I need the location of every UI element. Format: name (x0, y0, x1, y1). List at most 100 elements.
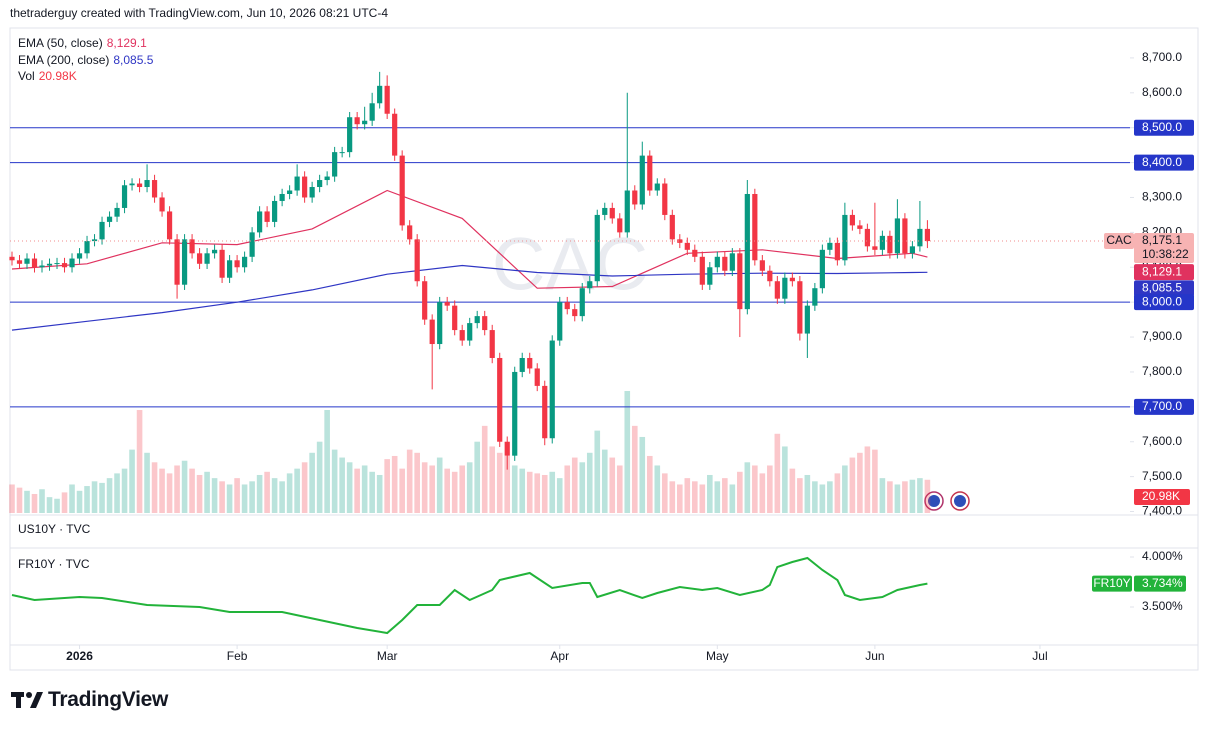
volume-bar (54, 498, 60, 513)
volume-bar (391, 455, 398, 513)
level-tag-label: 8,000.0 (1142, 294, 1182, 308)
candle-body (789, 277, 795, 282)
volume-bar (684, 478, 691, 513)
volume-bar (534, 473, 541, 513)
volume-bar (429, 465, 435, 513)
candle-body (482, 316, 488, 331)
candle-body (489, 330, 495, 358)
volume-bar (354, 468, 360, 513)
candle-body (632, 190, 638, 205)
volume-bar (737, 471, 743, 513)
x-tick-label: Jul (1032, 649, 1047, 663)
volume-bar (504, 455, 511, 513)
volume-bar (384, 459, 390, 513)
candle-body (879, 235, 885, 250)
candle-body (159, 197, 165, 212)
candle-body (692, 249, 698, 257)
volume-bar (31, 493, 38, 513)
candle-body (309, 187, 315, 198)
watermark: CAC (492, 223, 648, 306)
series-tag (1134, 264, 1194, 281)
volume-bar (729, 484, 736, 513)
candle-body (849, 214, 855, 226)
legend-name: EMA (50, close) (18, 36, 103, 50)
volume-bar (864, 446, 871, 513)
volume-bar (46, 497, 53, 513)
candle-body (339, 152, 345, 154)
y-tick-label: 7,500.0 (1142, 469, 1182, 483)
volume-bar (797, 478, 803, 513)
level-tag-label: 8,400.0 (1142, 155, 1182, 169)
volume-bar (234, 478, 240, 513)
level-tag (1134, 294, 1194, 311)
price-tag (1134, 233, 1194, 264)
candle-body (189, 239, 195, 254)
candle-body (84, 241, 90, 254)
candle-body (399, 155, 405, 226)
candle-body (864, 228, 870, 247)
candle-body (714, 256, 720, 268)
y-tick-label: 8,700.0 (1142, 50, 1182, 64)
volume-bar (804, 474, 811, 513)
volume-bar (556, 478, 563, 513)
volume-bar (887, 481, 893, 513)
volume-bar (151, 462, 158, 513)
volume-bar (519, 468, 526, 513)
candle-body (429, 319, 435, 345)
candle-body (707, 267, 713, 285)
volume-bar (106, 478, 113, 513)
volume-bar (406, 449, 413, 513)
volume-bar (316, 441, 323, 513)
candle-body (827, 242, 833, 250)
volume-bar (166, 473, 173, 513)
x-tick-label: Feb (227, 649, 248, 663)
candle-body (91, 239, 98, 242)
volume-bar (144, 452, 150, 513)
candle-body (587, 281, 593, 289)
volume-bar (459, 465, 466, 513)
candle-body (752, 193, 758, 261)
volume-bar (61, 492, 68, 513)
candle-body (114, 207, 120, 217)
candle-body (474, 316, 480, 324)
candle-body (287, 190, 293, 194)
volume-bar (564, 465, 571, 513)
candle-body (594, 214, 600, 282)
candle-body (369, 103, 375, 121)
y-tick-label: 8,600.0 (1142, 85, 1182, 99)
volume-bar (414, 452, 420, 513)
volume-bar (219, 481, 225, 513)
volume-bar (436, 457, 443, 513)
candle-body (699, 256, 705, 285)
candle-body (452, 305, 458, 331)
candle-body (519, 357, 525, 372)
candle-body (69, 258, 75, 268)
volume-bar (99, 482, 105, 513)
y-tick-label: 7,900.0 (1142, 329, 1182, 343)
volume-bar (496, 452, 503, 513)
volume-bar (241, 484, 248, 513)
volume-bar (91, 481, 98, 513)
candle-body (362, 120, 368, 125)
candle-body (317, 180, 323, 188)
volume-bar (474, 441, 481, 513)
volume-bar (84, 486, 90, 513)
volume-bar (136, 410, 143, 513)
volume-bar (399, 468, 405, 513)
legend-name: EMA (200, close) (18, 52, 110, 67)
volume-bar (526, 471, 533, 513)
candle-body (774, 281, 780, 299)
candle-body (204, 253, 210, 264)
y-tick-label: 7,400.0 (1142, 504, 1182, 518)
candle-body (354, 117, 360, 125)
volume-bar (646, 455, 653, 513)
candle-body (677, 239, 683, 243)
x-tick-label: Apr (550, 649, 569, 663)
volume-bar (616, 465, 623, 513)
volume-bar (789, 468, 796, 513)
volume-bar (211, 478, 218, 513)
candle-body (242, 256, 248, 268)
volume-bar (879, 478, 886, 513)
candle-body (181, 239, 188, 285)
volume-bar (676, 484, 683, 513)
